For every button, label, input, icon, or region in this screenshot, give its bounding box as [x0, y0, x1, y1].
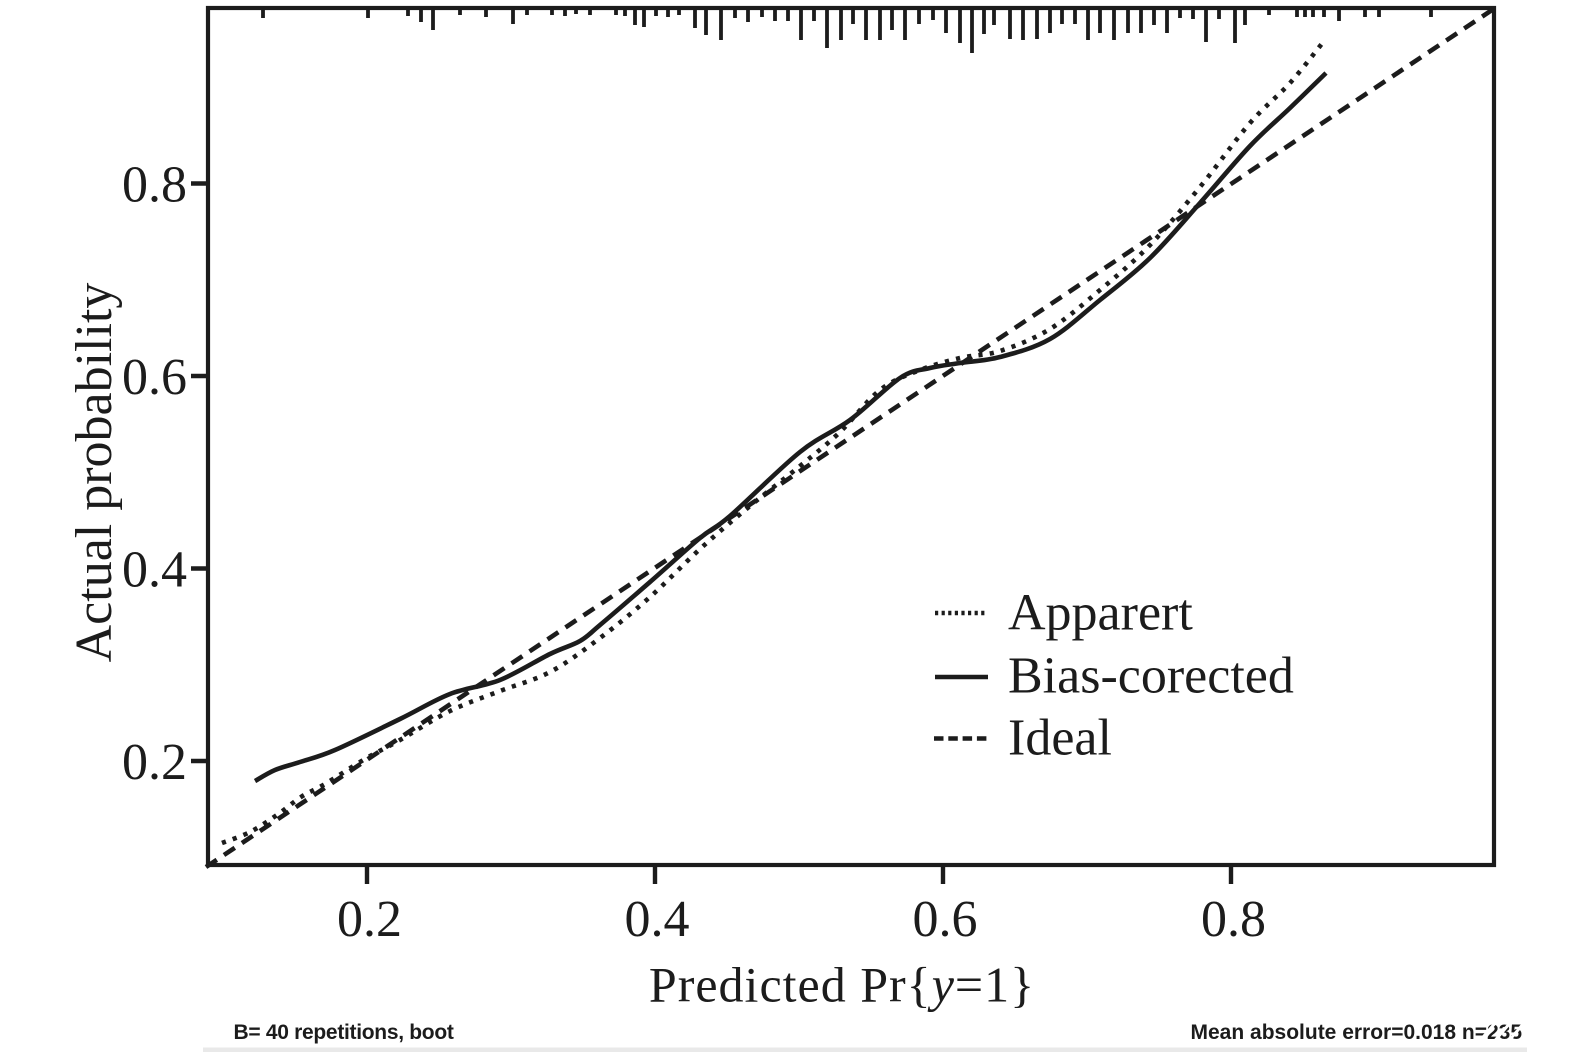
- svg-text:0.6: 0.6: [122, 349, 187, 406]
- svg-text:B= 40 repetitions, boot: B= 40 repetitions, boot: [234, 1021, 454, 1044]
- svg-text:0.2: 0.2: [337, 891, 402, 948]
- svg-text:0.8: 0.8: [122, 157, 187, 214]
- svg-text:0.6: 0.6: [913, 891, 978, 948]
- svg-text:0.8: 0.8: [1201, 891, 1266, 948]
- svg-text:Ideal: Ideal: [1008, 710, 1112, 767]
- svg-text:0.4: 0.4: [122, 542, 187, 599]
- svg-text:0.4: 0.4: [625, 891, 690, 948]
- svg-text:Bias-corected: Bias-corected: [1008, 648, 1294, 705]
- svg-text:0.2: 0.2: [122, 734, 187, 791]
- svg-text:Mean absolute error=0.018 n=23: Mean absolute error=0.018 n=235: [1191, 1021, 1523, 1044]
- svg-text:Actual probability: Actual probability: [66, 283, 123, 663]
- svg-text:Apparert: Apparert: [1008, 585, 1193, 642]
- svg-text:Predicted Pr{y=1}: Predicted Pr{y=1}: [649, 957, 1035, 1013]
